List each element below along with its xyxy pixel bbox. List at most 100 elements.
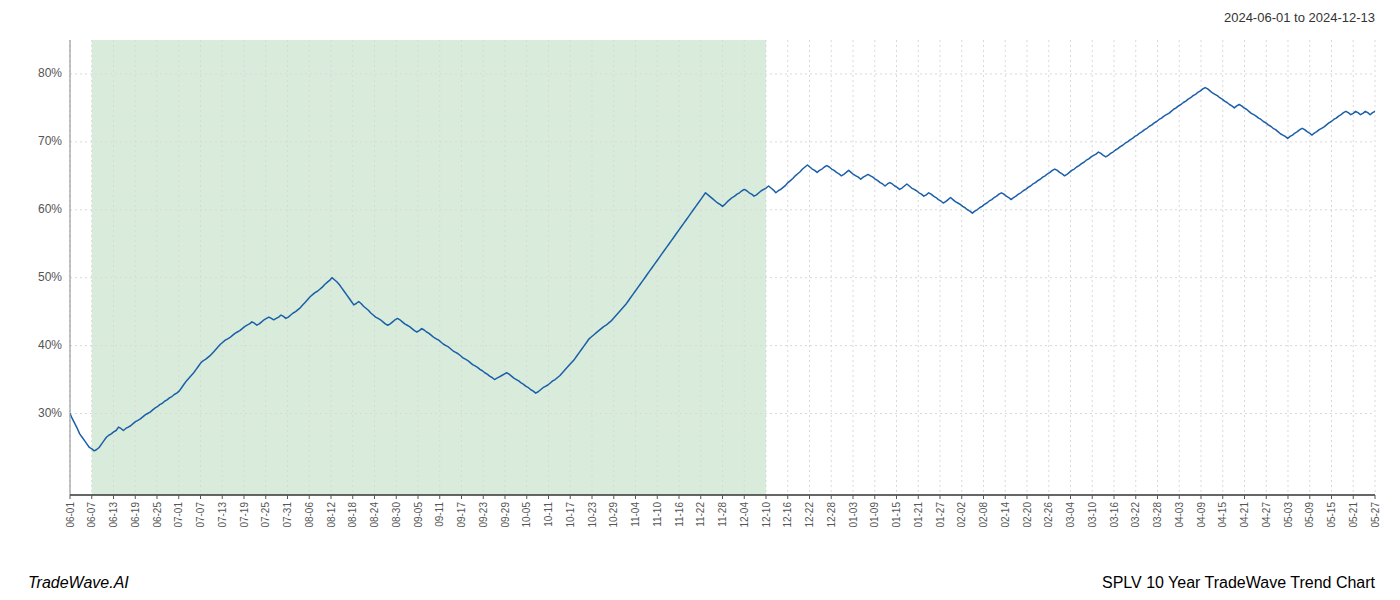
x-tick-label: 02-02 — [956, 502, 967, 528]
x-tick-label: 09-23 — [478, 502, 489, 528]
x-tick — [896, 495, 897, 499]
axes: 30%40%50%60%70%80%06-0106-0706-1306-1906… — [38, 40, 1381, 528]
grid-line-x — [200, 40, 201, 495]
x-tick-label: 03-10 — [1087, 502, 1098, 528]
x-tick-label: 04-21 — [1239, 502, 1250, 528]
x-tick-label: 02-20 — [1022, 502, 1033, 528]
grid-line-x — [461, 40, 462, 495]
x-tick — [1287, 495, 1288, 499]
x-tick — [1331, 495, 1332, 499]
grid-line-x — [1353, 40, 1354, 495]
grid-line-x — [222, 40, 223, 495]
x-tick — [961, 495, 962, 499]
grid-line-x — [831, 40, 832, 495]
x-tick — [1005, 495, 1006, 499]
x-tick — [1375, 495, 1376, 499]
grid-line-y — [70, 413, 1375, 414]
trend-line — [70, 88, 1375, 451]
grid-line-x — [526, 40, 527, 495]
x-tick-label: 09-29 — [500, 502, 511, 528]
x-tick-label: 01-15 — [891, 502, 902, 528]
x-tick — [570, 495, 571, 499]
grid-line-x — [113, 40, 114, 495]
grid-line-x — [1331, 40, 1332, 495]
x-tick-label: 08-30 — [391, 502, 402, 528]
x-tick — [1244, 495, 1245, 499]
x-tick — [374, 495, 375, 499]
grid-line-x — [439, 40, 440, 495]
x-tick-label: 06-07 — [86, 502, 97, 528]
grid-line-x — [1201, 40, 1202, 495]
grid-line-x — [1070, 40, 1071, 495]
x-tick — [331, 495, 332, 499]
x-tick-label: 04-03 — [1174, 502, 1185, 528]
footer-brand: TradeWave.AI — [28, 574, 129, 591]
y-tick-label: 80% — [38, 66, 62, 80]
x-tick — [940, 495, 941, 499]
grid-line-x — [1005, 40, 1006, 495]
data-layer — [70, 88, 1375, 451]
x-tick-label: 07-25 — [260, 502, 271, 528]
x-tick-label: 02-08 — [978, 502, 989, 528]
x-tick-label: 07-31 — [282, 502, 293, 528]
x-tick — [461, 495, 462, 499]
chart-title: SPLV 10 Year TradeWave Trend Chart — [1102, 574, 1376, 591]
x-tick — [592, 495, 593, 499]
grid-line-x — [765, 40, 766, 495]
grid-line-x — [853, 40, 854, 495]
x-tick — [1092, 495, 1093, 499]
grid-line-x — [1309, 40, 1310, 495]
x-tick-label: 12-04 — [739, 502, 750, 528]
x-tick — [396, 495, 397, 499]
x-tick — [983, 495, 984, 499]
y-tick-label: 70% — [38, 134, 62, 148]
x-tick — [526, 495, 527, 499]
grid-line-x — [70, 40, 71, 495]
x-tick-label: 09-11 — [434, 502, 445, 527]
x-tick-label: 10-29 — [608, 502, 619, 528]
grid-line-x — [1179, 40, 1180, 495]
x-tick-label: 11-22 — [695, 502, 706, 527]
x-tick-label: 05-09 — [1304, 502, 1315, 528]
grid-line-x — [396, 40, 397, 495]
grid-line-x — [700, 40, 701, 495]
x-tick — [1070, 495, 1071, 499]
grid-line-x — [1048, 40, 1049, 495]
grid-line-y — [70, 73, 1375, 74]
grid-line-x — [504, 40, 505, 495]
x-tick — [548, 495, 549, 499]
x-tick-label: 10-05 — [521, 502, 532, 528]
x-tick-label: 12-22 — [804, 502, 815, 528]
x-tick-label: 05-15 — [1326, 502, 1337, 528]
x-tick — [113, 495, 114, 499]
x-tick — [91, 495, 92, 499]
x-tick — [265, 495, 266, 499]
grid-line-x — [983, 40, 984, 495]
grid-line-x — [135, 40, 136, 495]
x-tick — [700, 495, 701, 499]
x-tick-label: 02-14 — [1000, 502, 1011, 528]
background — [0, 0, 1400, 600]
grid-line-x — [1266, 40, 1267, 495]
grid-line-x — [374, 40, 375, 495]
grid-line-x — [722, 40, 723, 495]
x-tick-label: 01-09 — [869, 502, 880, 528]
grid-line-y — [70, 277, 1375, 278]
x-tick — [70, 495, 71, 499]
grid-line-x — [787, 40, 788, 495]
x-tick-label: 01-27 — [935, 502, 946, 528]
date-range: 2024-06-01 to 2024-12-13 — [1224, 10, 1375, 25]
grid-line-x — [1026, 40, 1027, 495]
grid-line-x — [91, 40, 92, 495]
x-tick — [287, 495, 288, 499]
grid-line-x — [961, 40, 962, 495]
grid-line-x — [309, 40, 310, 495]
x-tick — [635, 495, 636, 499]
x-tick — [200, 495, 201, 499]
x-tick — [1026, 495, 1027, 499]
grid — [70, 40, 1375, 495]
x-tick-label: 06-01 — [65, 502, 76, 528]
x-tick — [222, 495, 223, 499]
x-tick — [613, 495, 614, 499]
x-tick — [722, 495, 723, 499]
